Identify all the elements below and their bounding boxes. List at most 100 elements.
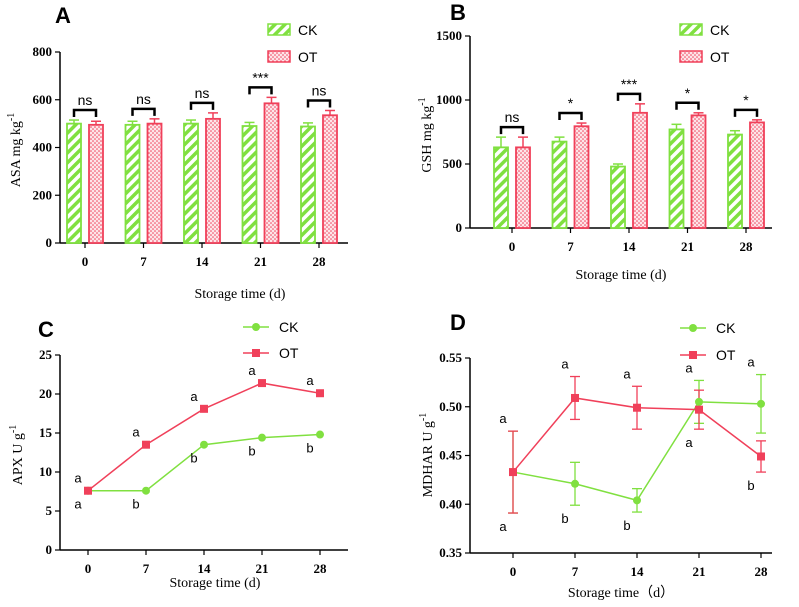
data-point-ot [316, 389, 324, 397]
legend-label-ot: OT [710, 49, 730, 65]
bar-ck [301, 126, 315, 243]
x-axis-label: Storage time（d） [568, 585, 674, 601]
bar-ot [265, 103, 279, 243]
y-tick-label: 0 [46, 235, 53, 250]
legend-label-ot: OT [716, 347, 736, 363]
legend-swatch-ot [268, 51, 290, 62]
y-tick-label: 0.45 [439, 448, 462, 463]
data-point-ot [633, 404, 641, 412]
panel-c: C 0 5 10 15 20 25 0 7 14 21 28 Storage time (d) APX U… [8, 317, 348, 591]
legend-swatch-ck [268, 24, 290, 35]
annotation-ot: a [74, 471, 82, 486]
x-tick-label: 7 [567, 239, 574, 254]
y-tick-label: 200 [33, 187, 53, 202]
bar-ck [553, 142, 567, 228]
panel-b: B 0 500 1000 1500 0 7 14 21 28 Storage time (d) GSH… [417, 0, 772, 283]
y-tick-label: 0.55 [439, 350, 462, 365]
y-tick-label: 1000 [436, 92, 462, 107]
y-tick-label: 10 [39, 464, 52, 479]
bar-ot [692, 115, 706, 228]
significance-bracket [191, 103, 213, 110]
legend-label-ck: CK [279, 319, 299, 335]
panel-d: D 0.35 0.40 0.45 0.50 0.55 0 7 14 21 28 Storage tim… [418, 310, 772, 601]
x-tick-label: 14 [198, 561, 212, 576]
x-tick-label: 7 [140, 254, 147, 269]
y-tick-label: 0 [456, 220, 463, 235]
bar-ot [148, 124, 162, 243]
data-point-ck [142, 487, 150, 495]
data-point-ot [258, 379, 266, 387]
significance-label: ns [136, 91, 151, 107]
bar-ck [184, 124, 198, 243]
annotation-ot: a [248, 363, 256, 378]
bar-ot [516, 147, 530, 228]
bar-ck [611, 167, 625, 228]
y-tick-label: 500 [443, 156, 463, 171]
annotation-ck: b [623, 518, 630, 533]
data-point-ck [695, 398, 703, 406]
legend-label-ck: CK [716, 320, 736, 336]
significance-label: ns [78, 92, 93, 108]
significance-bracket [250, 87, 272, 94]
y-tick-label: 600 [33, 92, 53, 107]
bar-ot [750, 122, 764, 228]
annotation-ck: b [190, 451, 197, 466]
significance-label: *** [252, 69, 269, 85]
data-point-ck [757, 400, 765, 408]
annotation-ot: a [306, 373, 314, 388]
data-point-ot [84, 487, 92, 495]
x-tick-label: 7 [143, 561, 150, 576]
legend-marker-ck [252, 323, 260, 331]
annotation-ot: a [132, 425, 140, 440]
x-tick-label: 21 [681, 239, 694, 254]
data-point-ot [200, 405, 208, 413]
y-tick-label: 800 [33, 44, 53, 59]
significance-bracket [308, 100, 330, 107]
data-point-ck [200, 441, 208, 449]
significance-bracket [735, 110, 757, 117]
x-tick-label: 21 [254, 254, 267, 269]
x-tick-label: 28 [755, 564, 769, 579]
bar-ot [323, 115, 337, 243]
annotation-ot: b [747, 478, 754, 493]
data-point-ck [633, 496, 641, 504]
bar-ck [494, 147, 508, 228]
annotation-ck: b [561, 511, 568, 526]
legend-label-ot: OT [298, 49, 318, 65]
y-axis-label: GSH mg kg-1 [417, 97, 435, 172]
annotation-ck: b [306, 441, 313, 456]
data-point-ck [571, 480, 579, 488]
legend-label-ck: CK [298, 22, 318, 38]
x-tick-label: 28 [314, 561, 328, 576]
data-point-ot [757, 452, 765, 460]
annotation-ot: a [499, 411, 507, 426]
annotation-ck: a [74, 497, 82, 512]
bar-ot [575, 126, 589, 228]
panel-letter-d: D [450, 310, 466, 335]
x-axis-label: Storage time (d) [170, 576, 261, 591]
annotation-ck: b [248, 444, 255, 459]
significance-bracket [74, 110, 96, 117]
x-tick-label: 14 [196, 254, 210, 269]
x-axis-label: Storage time (d) [576, 268, 667, 283]
y-axis-label: APX U g-1 [8, 425, 26, 485]
panel-a: A 0 200 400 600 800 0 7 14 21 28 Storage time (d) AS… [6, 3, 348, 302]
y-axis-label: MDHAR U g-1 [418, 413, 436, 498]
bar-ot [89, 125, 103, 243]
data-point-ot [695, 406, 703, 414]
y-tick-label: 5 [46, 503, 53, 518]
annotation-ck: a [499, 519, 507, 534]
data-point-ot [509, 468, 517, 476]
bar-ot [206, 119, 220, 243]
y-tick-label: 25 [39, 347, 53, 362]
y-tick-label: 400 [33, 140, 53, 155]
significance-bracket [501, 127, 523, 134]
annotation-ot: a [561, 357, 569, 372]
x-tick-label: 21 [693, 564, 706, 579]
x-tick-label: 0 [82, 254, 89, 269]
annotation-ck: a [685, 360, 693, 375]
x-tick-label: 0 [509, 239, 516, 254]
panel-letter-c: C [38, 317, 54, 342]
significance-label: ns [312, 82, 327, 98]
y-tick-label: 1500 [436, 28, 462, 43]
